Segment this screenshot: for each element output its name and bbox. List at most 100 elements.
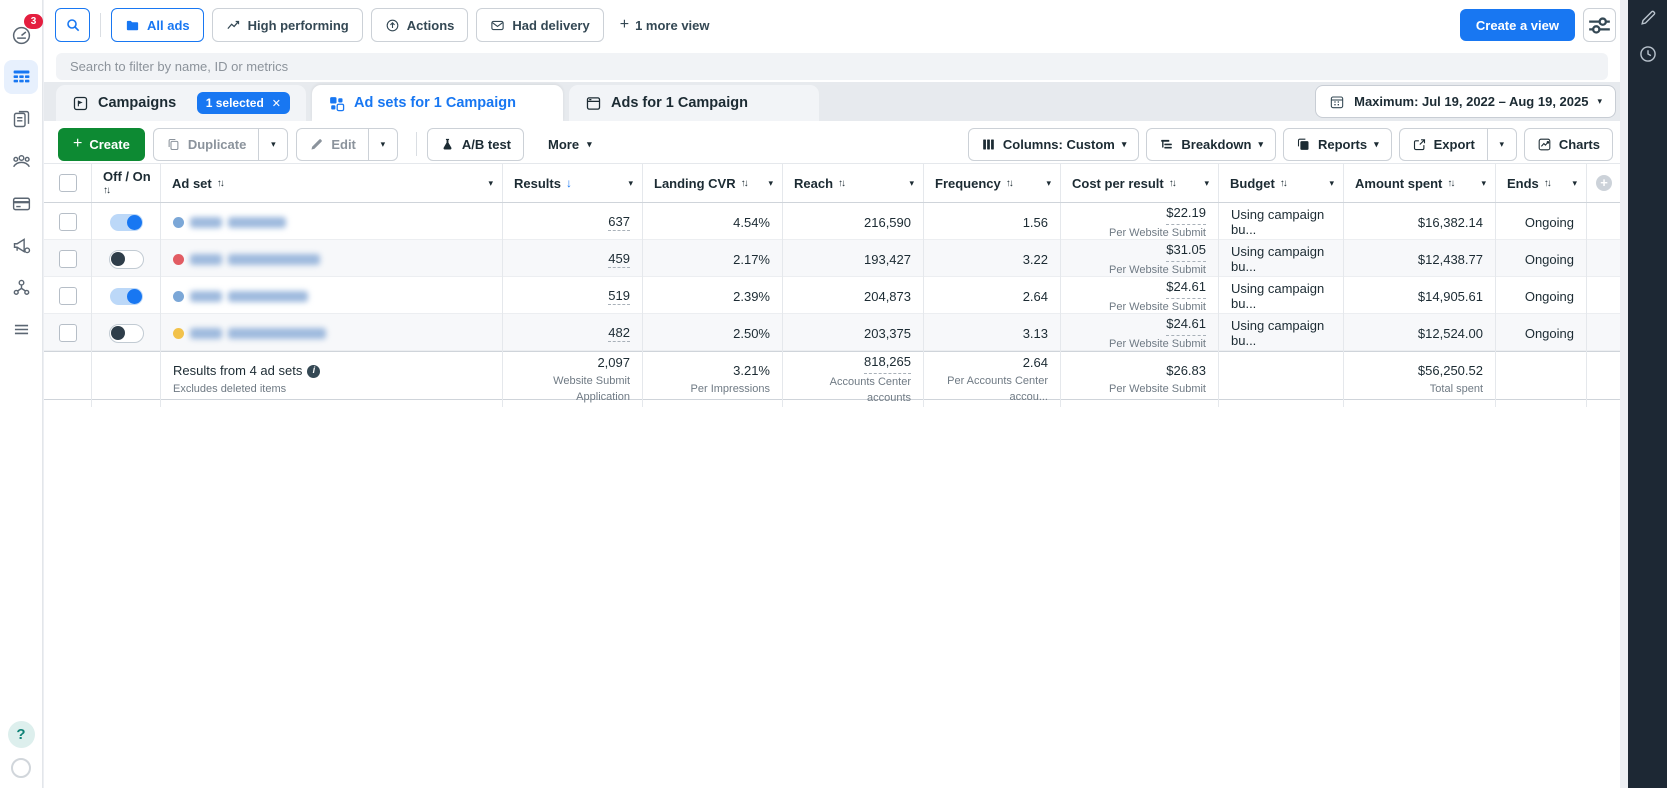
- breakdown-button[interactable]: Breakdown ▾: [1146, 128, 1276, 161]
- edit-dropdown[interactable]: ▾: [368, 128, 398, 161]
- tab-campaigns[interactable]: Campaigns 1 selected ✕: [56, 85, 306, 121]
- header-ad-set[interactable]: Ad set ↑↓ ▾: [161, 164, 503, 202]
- view-settings-button[interactable]: [1583, 8, 1616, 42]
- view-pill-high-performing[interactable]: High performing: [212, 8, 363, 42]
- edit-pencil-icon[interactable]: [1638, 8, 1658, 28]
- cost-per-result-value[interactable]: $31.05: [1166, 240, 1206, 262]
- export-dropdown[interactable]: ▾: [1487, 128, 1517, 161]
- summary-cost-sub: Per Website Submit: [1109, 381, 1206, 398]
- header-reach[interactable]: Reach ↑↓ ▾: [783, 164, 924, 202]
- results-value[interactable]: 637: [608, 214, 630, 231]
- cost-per-result-value[interactable]: $24.61: [1166, 314, 1206, 336]
- close-icon[interactable]: ✕: [272, 97, 281, 110]
- actions-toolbar: + Create Duplicate ▾ Edit ▾: [44, 121, 1620, 163]
- header-amount-spent[interactable]: Amount spent ↑↓ ▾: [1344, 164, 1496, 202]
- amount-spent-value: $12,438.77: [1344, 240, 1496, 278]
- chevron-down-icon[interactable]: ▾: [1204, 178, 1209, 189]
- tab-ads[interactable]: Ads for 1 Campaign: [569, 85, 819, 121]
- header-budget[interactable]: Budget ↑↓ ▾: [1219, 164, 1344, 202]
- chevron-down-icon[interactable]: ▾: [1046, 178, 1051, 189]
- sidebar-item-events[interactable]: [4, 270, 38, 304]
- chevron-down-icon[interactable]: ▾: [1572, 178, 1577, 189]
- search-icon: [65, 17, 81, 33]
- duplicate-dropdown[interactable]: ▾: [258, 128, 288, 161]
- row-checkbox[interactable]: [59, 250, 77, 268]
- ad-set-toggle[interactable]: [109, 250, 144, 269]
- ab-test-button[interactable]: A/B test: [427, 128, 524, 161]
- add-column-cell: +: [1587, 164, 1621, 202]
- ad-set-name-cell[interactable]: [161, 314, 503, 352]
- ad-set-name-cell[interactable]: [161, 203, 503, 241]
- chevron-down-icon[interactable]: ▾: [768, 178, 773, 189]
- ad-set-toggle[interactable]: [110, 214, 143, 231]
- budget-value: Using campaign bu...: [1219, 277, 1344, 315]
- chevron-down-icon[interactable]: ▾: [628, 178, 633, 189]
- plus-icon: +: [73, 136, 82, 152]
- ad-set-name-cell[interactable]: [161, 240, 503, 278]
- charts-button[interactable]: Charts: [1524, 128, 1613, 161]
- cost-per-result-value[interactable]: $24.61: [1166, 277, 1206, 299]
- sidebar-item-billing[interactable]: [4, 186, 38, 220]
- header-off-on[interactable]: Off / On ↑↓: [92, 164, 161, 202]
- results-value[interactable]: 519: [608, 288, 630, 305]
- view-pill-all-ads[interactable]: All ads: [111, 8, 204, 42]
- cost-per-result-sub: Per Website Submit: [1109, 262, 1206, 279]
- date-range-selector[interactable]: Maximum: Jul 19, 2022 – Aug 19, 2025 ▾: [1315, 85, 1616, 118]
- edit-button[interactable]: Edit: [296, 128, 368, 161]
- cost-per-result-value[interactable]: $22.19: [1166, 203, 1206, 225]
- select-all-checkbox[interactable]: [59, 174, 77, 192]
- more-views-button[interactable]: + 1 more view: [620, 17, 710, 33]
- export-button[interactable]: Export: [1399, 128, 1487, 161]
- selected-filter-pill[interactable]: 1 selected ✕: [197, 92, 290, 114]
- summary-reach[interactable]: 818,265: [864, 352, 911, 374]
- sidebar-item-all-tools[interactable]: [4, 312, 38, 346]
- left-nav-sidebar: 3 ?: [0, 0, 43, 788]
- view-pill-had-delivery[interactable]: Had delivery: [476, 8, 603, 42]
- results-value[interactable]: 482: [608, 325, 630, 342]
- chevron-down-icon[interactable]: ▾: [909, 178, 914, 189]
- chevron-down-icon[interactable]: ▾: [488, 178, 493, 189]
- search-button[interactable]: [55, 8, 90, 42]
- info-icon[interactable]: i: [307, 365, 320, 378]
- row-checkbox[interactable]: [59, 213, 77, 231]
- sidebar-item-reporting[interactable]: [4, 102, 38, 136]
- header-label: Results: [514, 176, 561, 191]
- search-input[interactable]: [56, 53, 1608, 80]
- ends-value: Ongoing: [1496, 203, 1587, 241]
- ad-set-toggle[interactable]: [109, 324, 144, 343]
- ad-set-toggle[interactable]: [110, 288, 143, 305]
- more-button[interactable]: More ▾: [536, 128, 604, 161]
- cost-per-result-sub: Per Website Submit: [1109, 336, 1206, 353]
- header-landing-cvr[interactable]: Landing CVR ↑↓ ▾: [643, 164, 783, 202]
- redacted-name: [228, 291, 308, 302]
- create-view-button[interactable]: Create a view: [1460, 9, 1575, 41]
- sidebar-item-campaigns[interactable]: [4, 60, 38, 94]
- chevron-down-icon[interactable]: ▾: [1329, 178, 1334, 189]
- header-results[interactable]: Results ↓ ▾: [503, 164, 643, 202]
- main-area: All ads High performing Actions Had deli…: [44, 0, 1620, 788]
- header-cost-per-result[interactable]: Cost per result ↑↓ ▾: [1061, 164, 1219, 202]
- columns-button[interactable]: Columns: Custom ▾: [968, 128, 1139, 161]
- credit-card-icon: [11, 193, 32, 214]
- pencil-icon: [309, 137, 324, 152]
- row-checkbox[interactable]: [59, 287, 77, 305]
- duplicate-button[interactable]: Duplicate: [153, 128, 259, 161]
- sidebar-item-audiences[interactable]: [4, 144, 38, 178]
- help-button[interactable]: ?: [8, 721, 35, 748]
- create-button[interactable]: + Create: [58, 128, 145, 161]
- add-column-icon[interactable]: +: [1596, 175, 1612, 191]
- history-clock-icon[interactable]: [1638, 44, 1658, 64]
- header-frequency[interactable]: Frequency ↑↓ ▾: [924, 164, 1061, 202]
- view-pill-actions[interactable]: Actions: [371, 8, 469, 42]
- chevron-down-icon[interactable]: ▾: [1481, 178, 1486, 189]
- results-value[interactable]: 459: [608, 251, 630, 268]
- tab-ad-sets[interactable]: Ad sets for 1 Campaign: [312, 85, 563, 121]
- ads-manager-home-icon[interactable]: 3: [4, 18, 38, 52]
- reports-button[interactable]: Reports ▾: [1283, 128, 1392, 161]
- sidebar-item-advertise[interactable]: [4, 228, 38, 262]
- header-ends[interactable]: Ends ↑↓ ▾: [1496, 164, 1587, 202]
- chevron-down-icon: ▾: [1500, 140, 1505, 149]
- row-checkbox[interactable]: [59, 324, 77, 342]
- header-label: Frequency: [935, 176, 1001, 191]
- ad-set-name-cell[interactable]: [161, 277, 503, 315]
